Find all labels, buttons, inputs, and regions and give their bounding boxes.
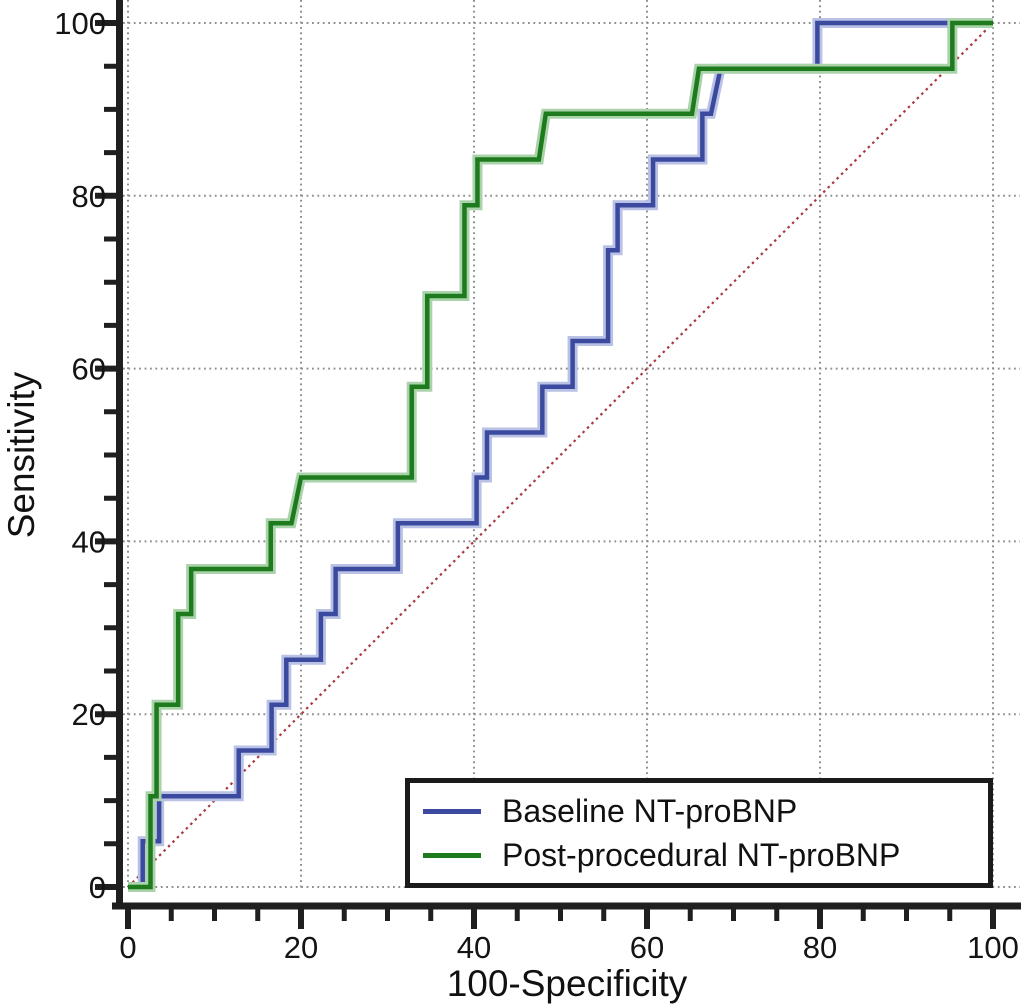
y-tick-label: 80 [72,179,106,214]
x-tick-label: 100 [967,930,1019,965]
x-tick-label: 60 [630,930,664,965]
x-tick-label: 20 [284,930,318,965]
x-axis-title: 100-Specificity [446,963,688,1004]
legend-item: Post-procedural NT-proBNP [423,833,988,877]
x-tick-label: 40 [457,930,491,965]
legend-item: Baseline NT-proBNP [423,789,988,833]
roc-curve-1 [128,20,993,890]
legend-line-sample [423,852,481,858]
legend: Baseline NT-proBNP Post-procedural NT-pr… [405,778,993,888]
reference-diagonal-line [127,22,994,888]
x-tick-label: 80 [803,930,837,965]
x-tick-label: 0 [119,930,136,965]
y-tick-label: 0 [89,870,106,905]
y-tick-label: 40 [72,524,106,559]
y-axis-title: Sensitivity [1,371,42,539]
legend-label: Baseline NT-proBNP [502,792,798,829]
y-tick-label: 100 [54,6,106,41]
y-tick-label: 20 [72,697,106,732]
legend-line-sample [423,808,481,814]
legend-label: Post-procedural NT-proBNP [502,836,901,873]
y-tick-label: 60 [72,352,106,387]
roc-curve-0 [128,20,993,890]
